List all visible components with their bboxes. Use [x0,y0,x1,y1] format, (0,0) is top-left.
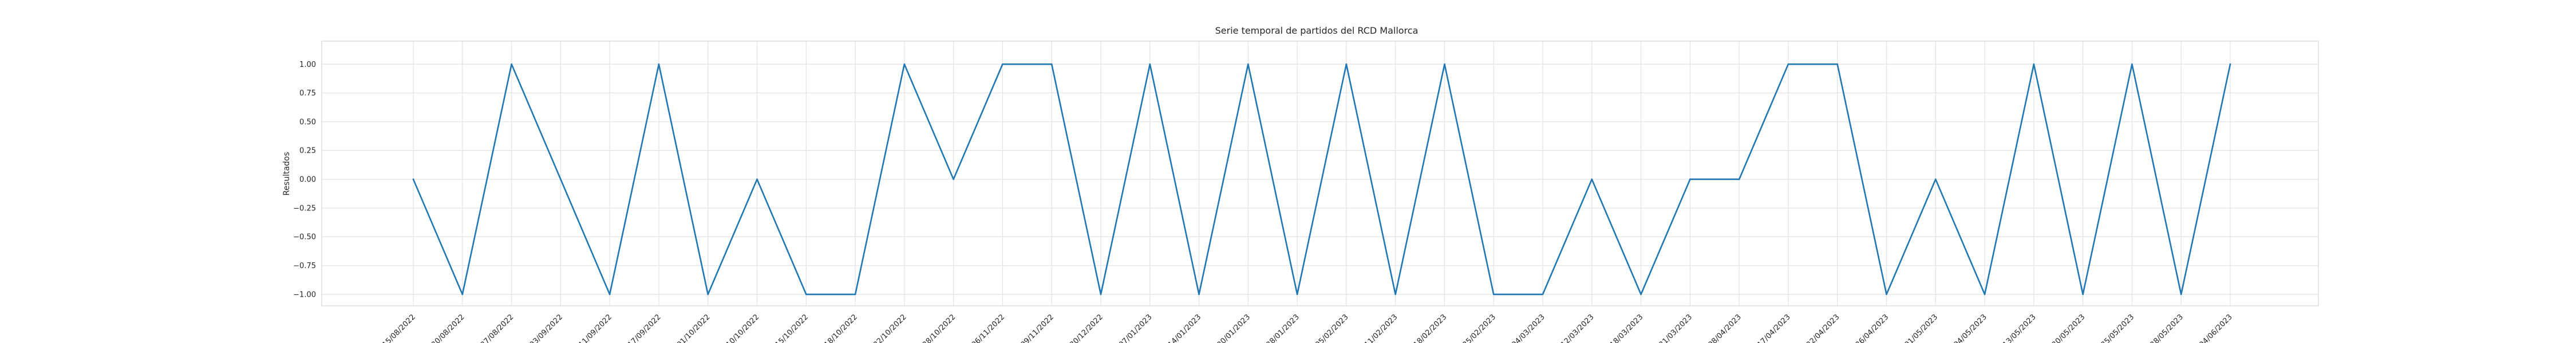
x-tick-label: 30/12/2022 [1068,313,1105,343]
x-tick-label: 18/03/2023 [1609,313,1645,343]
x-tick-label: 28/10/2022 [921,313,958,343]
data-point [1542,293,1544,296]
x-tick-label: 17/09/2022 [626,313,663,343]
x-tick-label: 22/04/2023 [1805,313,1842,343]
data-point [1247,63,1249,65]
x-tick-label: 13/05/2023 [2001,313,2038,343]
x-axis: 15/08/2022 20/08/2022 27/08/2022 03/09/2022… [381,313,2234,343]
x-tick-label: 12/03/2023 [1559,313,1596,343]
x-tick-label: 25/05/2023 [2100,313,2136,343]
y-tick-label: 0.00 [299,176,316,184]
data-point [1149,63,1151,65]
data-point [1002,63,1003,65]
data-point [1886,293,1887,296]
y-tick-label: −1.00 [293,290,316,299]
data-point [756,178,758,180]
x-tick-label: 11/09/2022 [577,313,614,343]
x-tick-label: 04/06/2023 [2198,313,2234,343]
x-tick-label: 06/11/2022 [970,313,1007,343]
data-point [1100,293,1102,296]
data-point [511,63,512,65]
y-axis-label: Resultados [282,152,291,196]
data-point [1738,178,1740,180]
data-point [560,178,562,180]
x-tick-label: 20/01/2023 [1216,313,1253,343]
x-tick-label: 27/08/2022 [479,313,516,343]
data-point [2229,63,2231,65]
grid-layer [322,41,2318,306]
data-point [805,293,807,296]
data-point [2180,293,2182,296]
data-point [1050,63,1053,65]
x-tick-label: 10/10/2022 [725,313,761,343]
data-point [1591,178,1593,180]
data-point [1984,293,1986,296]
x-tick-label: 28/05/2023 [2148,313,2185,343]
data-point [2131,63,2133,65]
y-axis: −1.00 −0.75 −0.50 −0.25 0.00 0.25 0.50 0.75 1.00 [293,61,316,300]
x-tick-label: 09/11/2022 [1019,313,1056,343]
x-tick-label: 11/02/2023 [1363,313,1400,343]
x-tick-label: 01/10/2022 [675,313,712,343]
x-tick-label: 04/05/2023 [1952,313,1989,343]
data-point [1198,293,1200,296]
data-point [1640,293,1642,296]
data-point [1787,63,1789,65]
x-tick-label: 18/10/2022 [823,313,859,343]
data-point [1394,293,1396,296]
x-tick-label: 17/04/2023 [1756,313,1792,343]
y-tick-label: 1.00 [299,61,316,69]
data-point [609,293,611,296]
x-tick-label: 14/01/2023 [1167,313,1203,343]
y-tick-label: −0.75 [293,262,316,270]
x-tick-label: 18/02/2023 [1412,313,1449,343]
y-tick-label: 0.50 [299,118,316,126]
series-line [412,63,2231,296]
x-tick-label: 04/03/2023 [1510,313,1547,343]
y-tick-label: −0.50 [293,233,316,242]
data-point [1836,63,1839,65]
data-point [854,293,856,296]
data-point [1689,178,1691,180]
data-point [1345,63,1348,65]
data-point [953,178,954,180]
data-point [1444,63,1445,65]
data-point [903,63,906,65]
data-point [461,293,464,296]
x-tick-label: 31/03/2023 [1658,313,1694,343]
x-tick-label: 03/09/2022 [528,313,565,343]
x-tick-label: 20/08/2022 [430,313,467,343]
y-tick-label: 0.75 [299,89,316,98]
x-tick-label: 01/05/2023 [1903,313,1940,343]
x-tick-label: 05/02/2023 [1314,313,1350,343]
x-tick-label: 15/10/2022 [774,313,811,343]
data-point [658,63,660,65]
data-point [1934,178,1937,180]
x-tick-label: 15/08/2022 [381,313,417,343]
series-layer [412,63,2231,296]
data-point [707,293,709,296]
data-point [1492,293,1495,296]
x-tick-label: 22/10/2022 [872,313,908,343]
plot-frame [321,41,2319,306]
data-point [2082,293,2084,296]
x-tick-label: 07/01/2023 [1117,313,1154,343]
y-tick-label: 0.25 [299,147,316,155]
y-tick-label: −0.25 [293,204,316,213]
data-point [2033,63,2035,65]
x-tick-label: 08/04/2023 [1706,313,1743,343]
data-point [412,178,414,180]
chart-title: Serie temporal de partidos del RCD Mallo… [1215,25,1419,36]
data-point [1296,293,1298,296]
x-tick-label: 25/02/2023 [1461,313,1498,343]
x-tick-label: 28/01/2023 [1265,313,1301,343]
x-tick-label: 26/04/2023 [1854,313,1891,343]
x-tick-label: 20/05/2023 [2050,313,2087,343]
